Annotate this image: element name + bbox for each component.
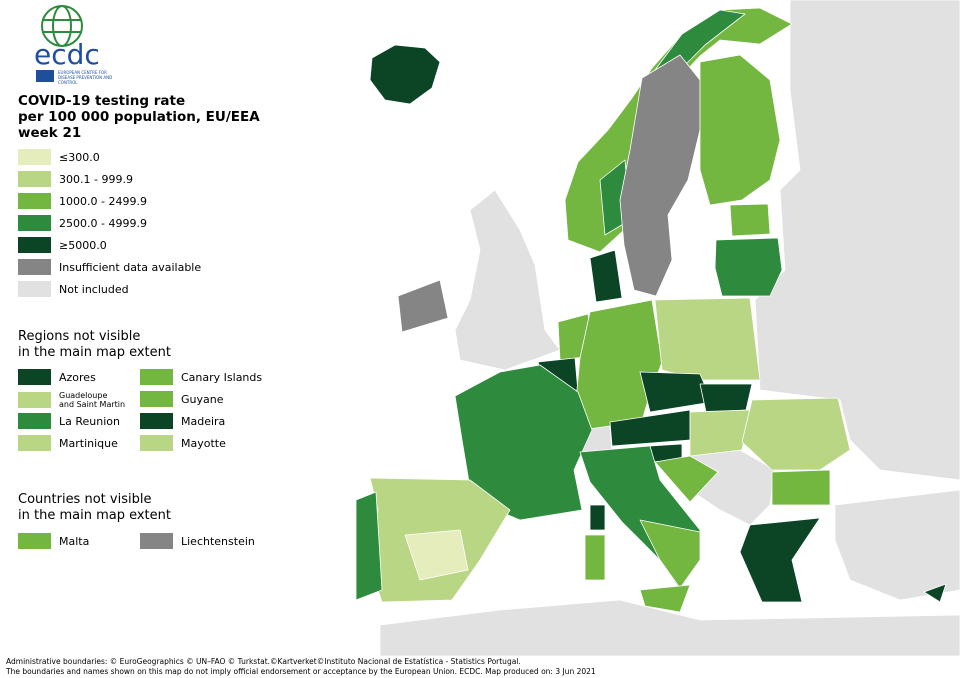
legend-swatch (140, 413, 173, 429)
legend-item: Martinique (18, 435, 118, 451)
logo-name: EUROPEAN CENTRE FOR DISEASE PREVENTION A… (58, 70, 113, 85)
title-line: week 21 (18, 125, 82, 141)
heading-line: in the main map extent (18, 508, 171, 523)
legend-label: Insufficient data available (59, 260, 202, 274)
legend-label: Malta (59, 534, 90, 548)
croatia (654, 455, 719, 503)
denmark (589, 249, 623, 303)
corsica (589, 504, 606, 531)
legend-swatch (18, 435, 51, 451)
legend-label: La Reunion (59, 414, 120, 428)
legend-item: Insufficient data available (18, 259, 201, 275)
legend-swatch (18, 237, 51, 253)
legend-item: 1000.0 - 2499.9 (18, 193, 147, 209)
iceland (369, 44, 441, 105)
land-not-included (379, 0, 960, 656)
section-heading: Regions not visible in the main map exten… (18, 329, 171, 361)
legend-label: ≤300.0 (59, 150, 100, 164)
legend-swatch (18, 149, 51, 165)
legend-item: Liechtenstein (140, 533, 255, 549)
bulgaria (771, 469, 831, 506)
legend-label: Mayotte (181, 436, 226, 450)
legend-label: Canary Islands (181, 370, 263, 384)
heading-line: Regions not visible (18, 329, 141, 344)
section-heading: Countries not visible in the main map ext… (18, 492, 171, 524)
ireland (397, 279, 449, 333)
legend-swatch (18, 171, 51, 187)
legend-swatch (18, 215, 51, 231)
sicily (639, 584, 691, 613)
portugal (355, 491, 383, 601)
legend-item: La Reunion (18, 413, 120, 429)
legend-label: ≥5000.0 (59, 238, 107, 252)
poland (654, 297, 761, 381)
romania (741, 397, 851, 471)
heading-line: in the main map extent (18, 345, 171, 360)
legend-label: Martinique (59, 436, 118, 450)
legend-swatch (140, 369, 173, 385)
legend-item: Malta (18, 533, 89, 549)
legend-item: Canary Islands (140, 369, 262, 385)
heading-line: Countries not visible (18, 492, 152, 507)
legend-item: Azores (18, 369, 96, 385)
legend-item: Guyane (140, 391, 224, 407)
legend-label: Guyane (181, 392, 224, 406)
greece (739, 517, 821, 603)
legend-swatch (18, 369, 51, 385)
footer-line: Administrative boundaries: © EuroGeograp… (6, 657, 521, 666)
logo: ecdc (34, 5, 100, 82)
legend-swatch (18, 533, 51, 549)
legend-swatch (18, 193, 51, 209)
footer-line: The boundaries and names shown on this m… (6, 667, 596, 676)
legend-item: Madeira (140, 413, 225, 429)
legend-label: Madeira (181, 414, 226, 428)
legend-item: ≥5000.0 (18, 237, 107, 253)
finland (699, 54, 781, 206)
estonia (729, 203, 771, 237)
legend-swatch (140, 391, 173, 407)
legend-label: Liechtenstein (181, 534, 255, 548)
sweden (619, 54, 701, 297)
legend-swatch (18, 259, 51, 275)
map-regions (355, 7, 947, 613)
italy-south (639, 519, 701, 589)
legend-swatch (18, 392, 51, 408)
legend-label: 2500.0 - 4999.9 (59, 216, 147, 230)
legend-item: 300.1 - 999.9 (18, 171, 133, 187)
spain-centre (404, 529, 469, 581)
legend-swatch (140, 533, 173, 549)
cyprus (923, 583, 947, 603)
map (355, 0, 960, 656)
legend-item: ≤300.0 (18, 149, 100, 165)
hungary (689, 409, 751, 457)
legend-item: 2500.0 - 4999.9 (18, 215, 147, 231)
germany (575, 299, 663, 433)
legend-swatch (18, 413, 51, 429)
footer: Administrative boundaries: © EuroGeograp… (6, 657, 596, 677)
legend-item: Guadeloupe and Saint Martin (18, 391, 125, 409)
sardinia (584, 534, 606, 581)
legend-label: 1000.0 - 2499.9 (59, 194, 147, 208)
legend-label: Azores (59, 370, 96, 384)
title-line: COVID-19 testing rate (18, 93, 186, 109)
latvia-lithuania (714, 237, 783, 297)
title: COVID-19 testing rate per 100 000 populat… (18, 93, 260, 141)
legend-label: Guadeloupe and Saint Martin (59, 391, 126, 409)
logo-acronym: ecdc (34, 38, 100, 71)
title-line: per 100 000 population, EU/EEA (18, 109, 260, 125)
slovakia (699, 383, 753, 413)
legend-label: Not included (59, 282, 129, 296)
legend-item: Not included (18, 281, 129, 297)
legend-swatch (140, 435, 173, 451)
legend-label: 300.1 - 999.9 (59, 172, 133, 186)
legend-swatch (18, 281, 51, 297)
legend-item: Mayotte (140, 435, 226, 451)
czechia (639, 371, 713, 413)
